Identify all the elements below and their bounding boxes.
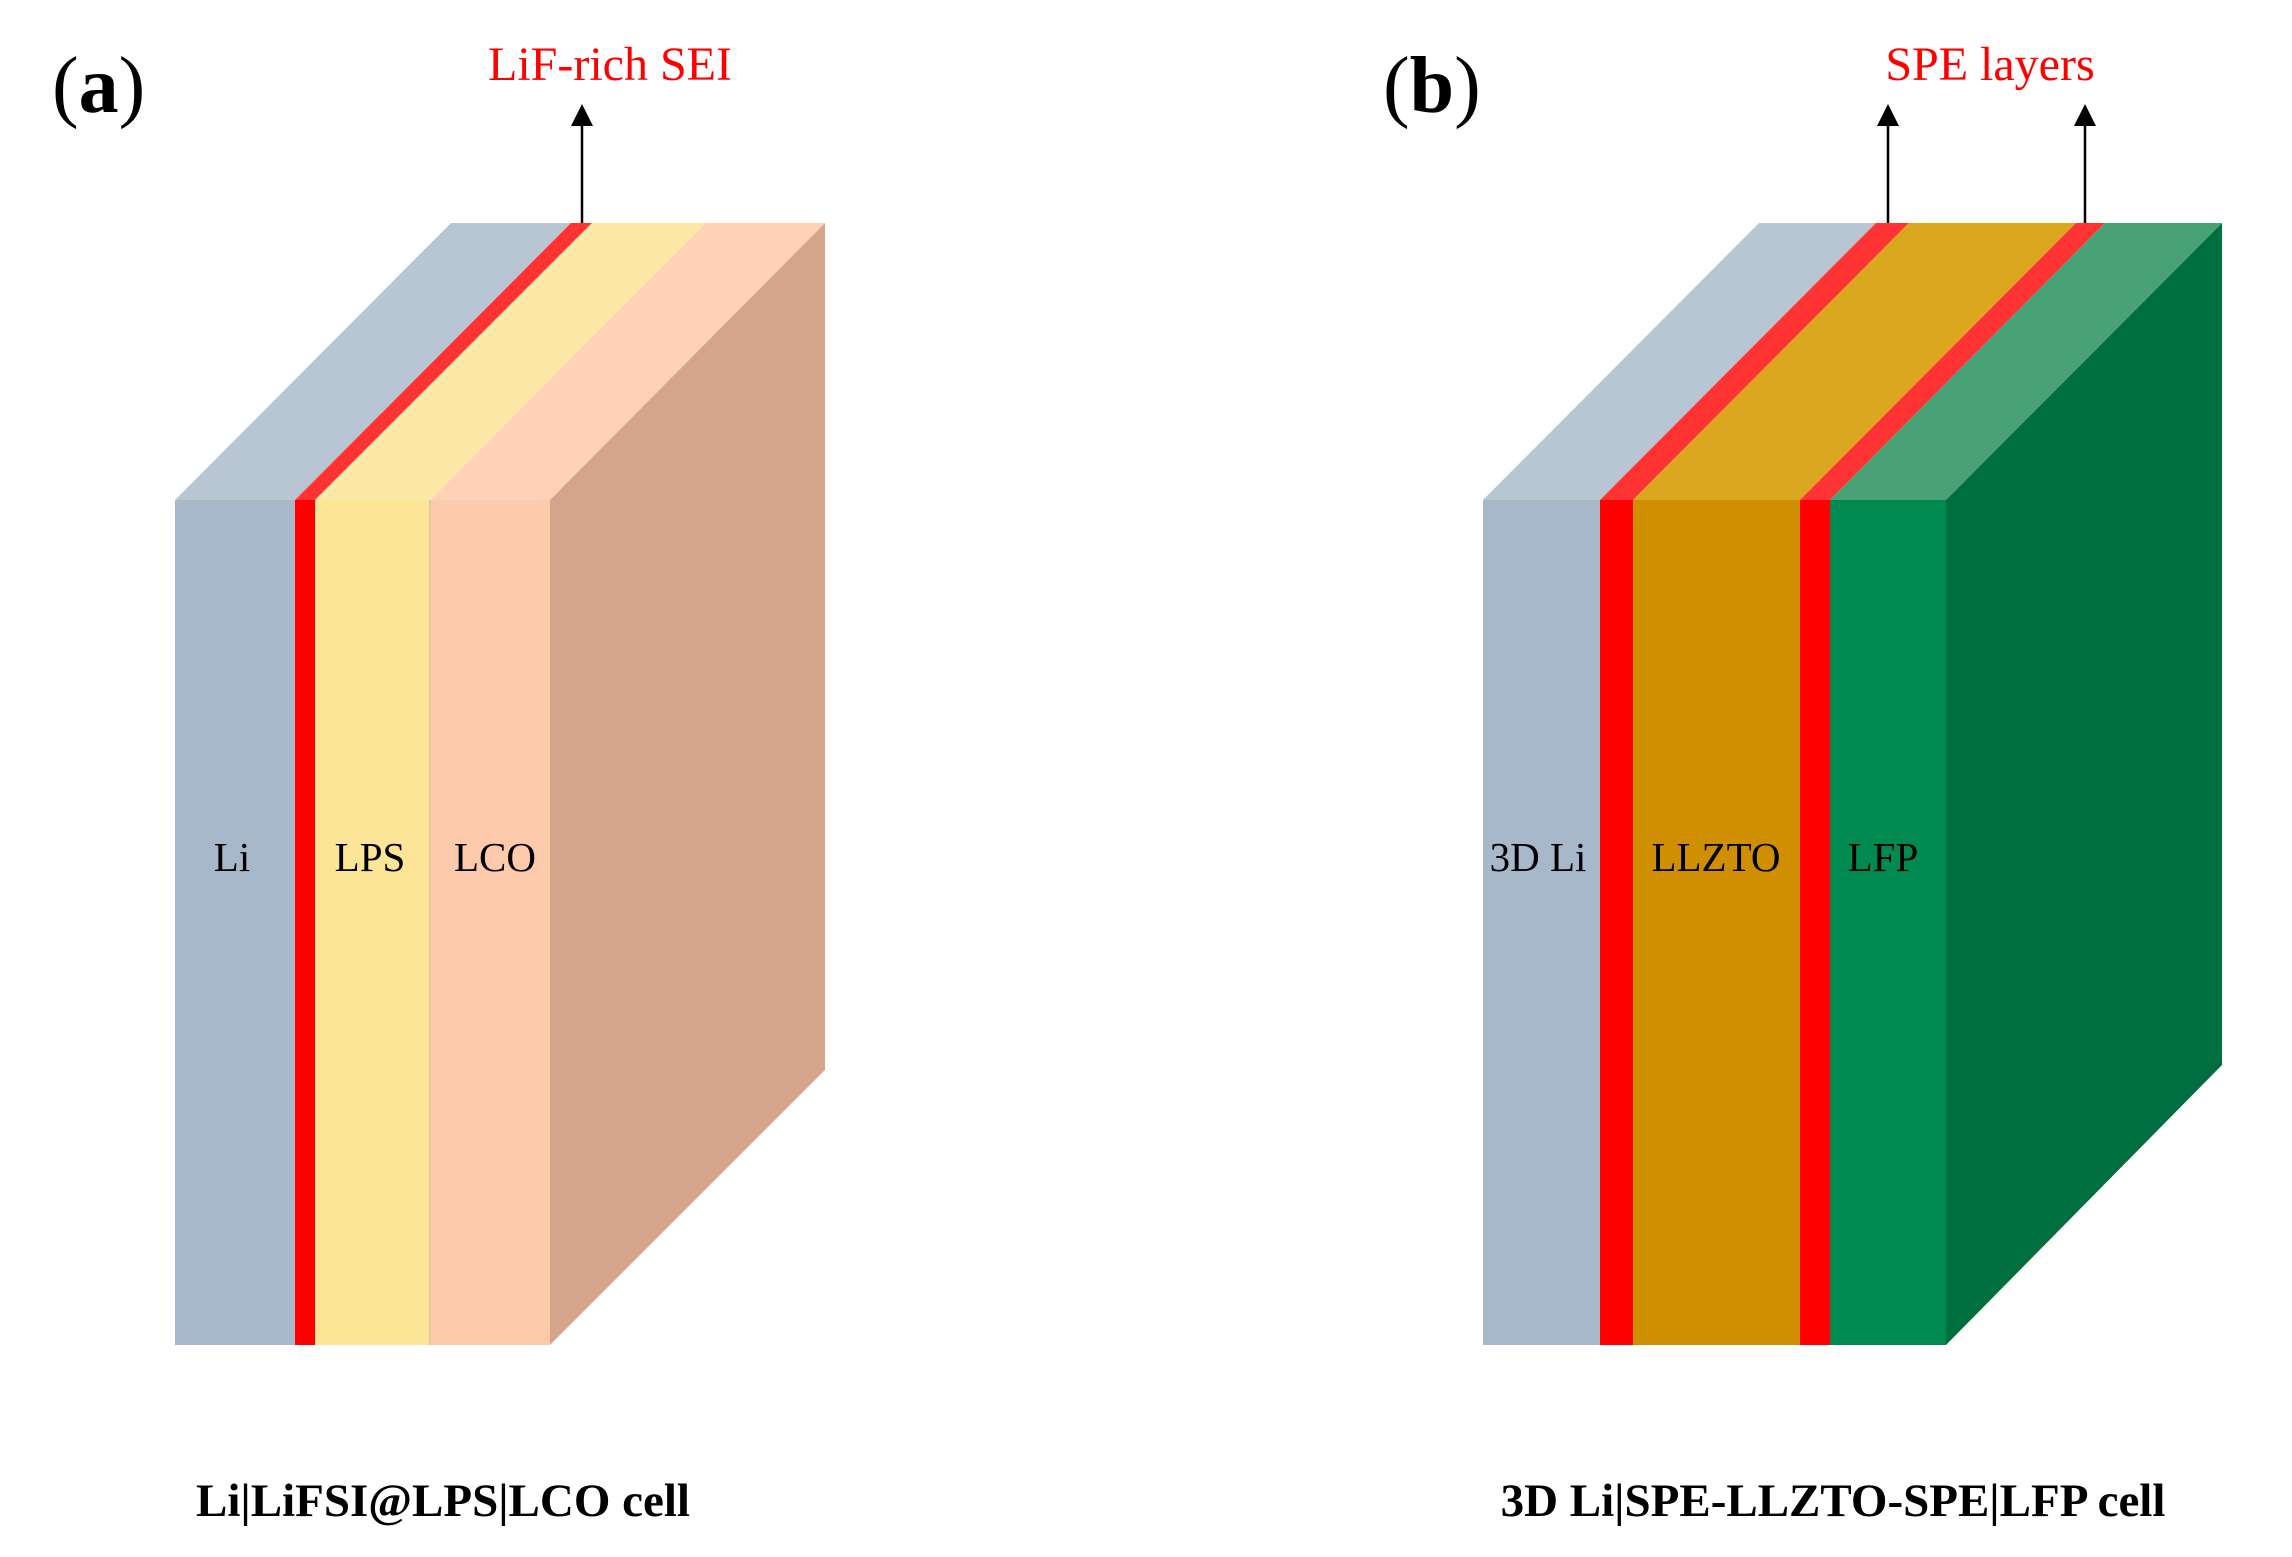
sei-annotation: LiF-rich SEI: [488, 38, 732, 91]
sei-arrow-head: [571, 104, 593, 126]
lps-layer-front-face: [315, 500, 430, 1345]
3d-li-layer-front-face: [1483, 500, 1600, 1345]
llzto-layer-front-face: [1633, 500, 1800, 1345]
llzto-layer-top-face: [1633, 223, 2076, 500]
lps-layer-label: LPS: [335, 834, 406, 880]
llzto-layer-label: LLZTO: [1651, 834, 1780, 880]
panel-b-label-close: ): [1454, 42, 1481, 130]
lfp-layer-side-face: [1946, 223, 2222, 1345]
spe-layer-2-top-face: [1800, 223, 2105, 500]
li-layer-front-face: [175, 500, 295, 1345]
sei-layer-top-face: [295, 223, 592, 500]
3d-li-layer-top-face: [1483, 223, 1876, 500]
spe-arrow-2-head: [2074, 104, 2096, 126]
lfp-layer-top-face: [1830, 223, 2222, 500]
spe-arrow-1-head: [1877, 104, 1899, 126]
panel-b-label-open: (: [1383, 42, 1410, 130]
spe-annotation: SPE layers: [1885, 38, 2094, 91]
panel-a-caption: Li|LiFSI@LPS|LCO cell: [196, 1475, 690, 1527]
panel-a-label-letter: a: [79, 42, 119, 130]
panel-a-label: (a): [52, 42, 145, 130]
lfp-layer-front-face: [1830, 500, 1946, 1345]
panel-b-caption: 3D Li|SPE-LLZTO-SPE|LFP cell: [1501, 1475, 2166, 1527]
lco-layer-side-face: [550, 223, 825, 1345]
panel-a: (a) Li LPS LCO LiF-rich SEI Li|LiFSI@LPS…: [52, 38, 825, 1527]
spe-layer-1-top-face: [1600, 223, 1909, 500]
3d-li-layer-label: 3D Li: [1490, 834, 1587, 880]
lfp-layer-label: LFP: [1848, 834, 1919, 880]
spe-layer-1-front-face: [1600, 500, 1633, 1345]
li-layer-label: Li: [214, 834, 250, 880]
lco-layer-front-face: [430, 500, 550, 1345]
lco-layer-top-face: [430, 223, 825, 500]
panel-b-label-letter: b: [1410, 42, 1455, 130]
panel-a-label-close: ): [119, 42, 146, 130]
lco-layer-label: LCO: [454, 834, 536, 880]
spe-layer-2-front-face: [1800, 500, 1830, 1345]
sei-layer-front-face: [295, 500, 315, 1345]
panel-b: (b) 3D Li LLZTO LFP SPE layers 3D Li|SPE…: [1383, 38, 2222, 1527]
lps-layer-top-face: [315, 223, 706, 500]
li-layer-top-face: [175, 223, 571, 500]
panel-a-label-open: (: [52, 42, 79, 130]
panel-b-label: (b): [1383, 42, 1481, 130]
